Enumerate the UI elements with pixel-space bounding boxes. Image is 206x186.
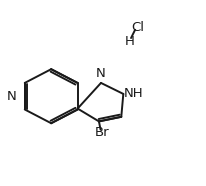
Text: Br: Br — [95, 126, 109, 140]
Text: N: N — [96, 67, 105, 80]
Text: Cl: Cl — [131, 21, 144, 34]
Text: N: N — [6, 90, 16, 103]
Text: NH: NH — [123, 87, 143, 100]
Text: H: H — [124, 35, 134, 48]
